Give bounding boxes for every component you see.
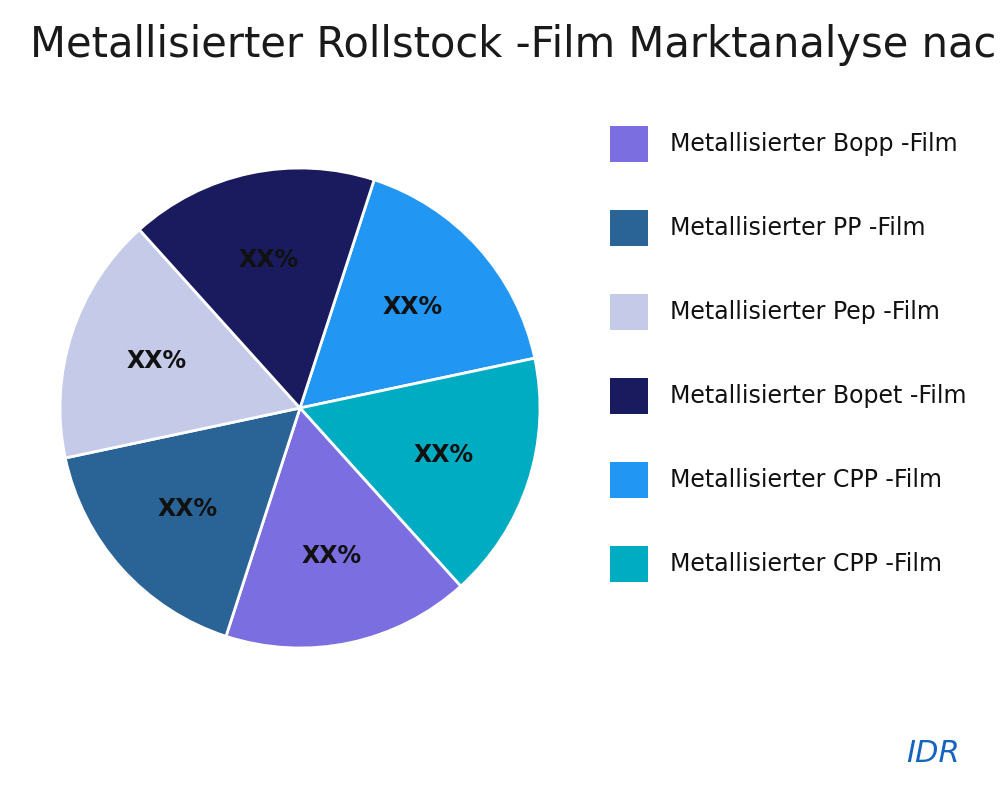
Text: XX%: XX% — [382, 295, 442, 319]
Wedge shape — [300, 358, 540, 586]
Wedge shape — [65, 408, 300, 636]
Wedge shape — [226, 408, 461, 648]
Text: Metallisierter Bopet -Film: Metallisierter Bopet -Film — [670, 384, 966, 408]
Wedge shape — [300, 180, 535, 408]
Wedge shape — [60, 230, 300, 458]
Text: Metallisierter PP -Film: Metallisierter PP -Film — [670, 216, 925, 240]
Wedge shape — [139, 168, 374, 408]
Text: Metallisierter CPP -Film: Metallisierter CPP -Film — [670, 468, 942, 492]
Text: XX%: XX% — [414, 442, 474, 466]
Text: Metallisierter Bopp -Film: Metallisierter Bopp -Film — [670, 132, 958, 156]
Text: XX%: XX% — [301, 544, 362, 568]
Text: XX%: XX% — [238, 248, 299, 272]
Text: IDR: IDR — [906, 739, 960, 768]
Text: XX%: XX% — [158, 498, 218, 522]
Text: Metallisierter CPP -Film: Metallisierter CPP -Film — [670, 552, 942, 576]
Text: Metallisierter Rollstock -Film Marktanalyse nach Typ: Metallisierter Rollstock -Film Marktanal… — [30, 24, 1000, 66]
Text: Metallisierter Pep -Film: Metallisierter Pep -Film — [670, 300, 940, 324]
Text: XX%: XX% — [126, 350, 186, 374]
